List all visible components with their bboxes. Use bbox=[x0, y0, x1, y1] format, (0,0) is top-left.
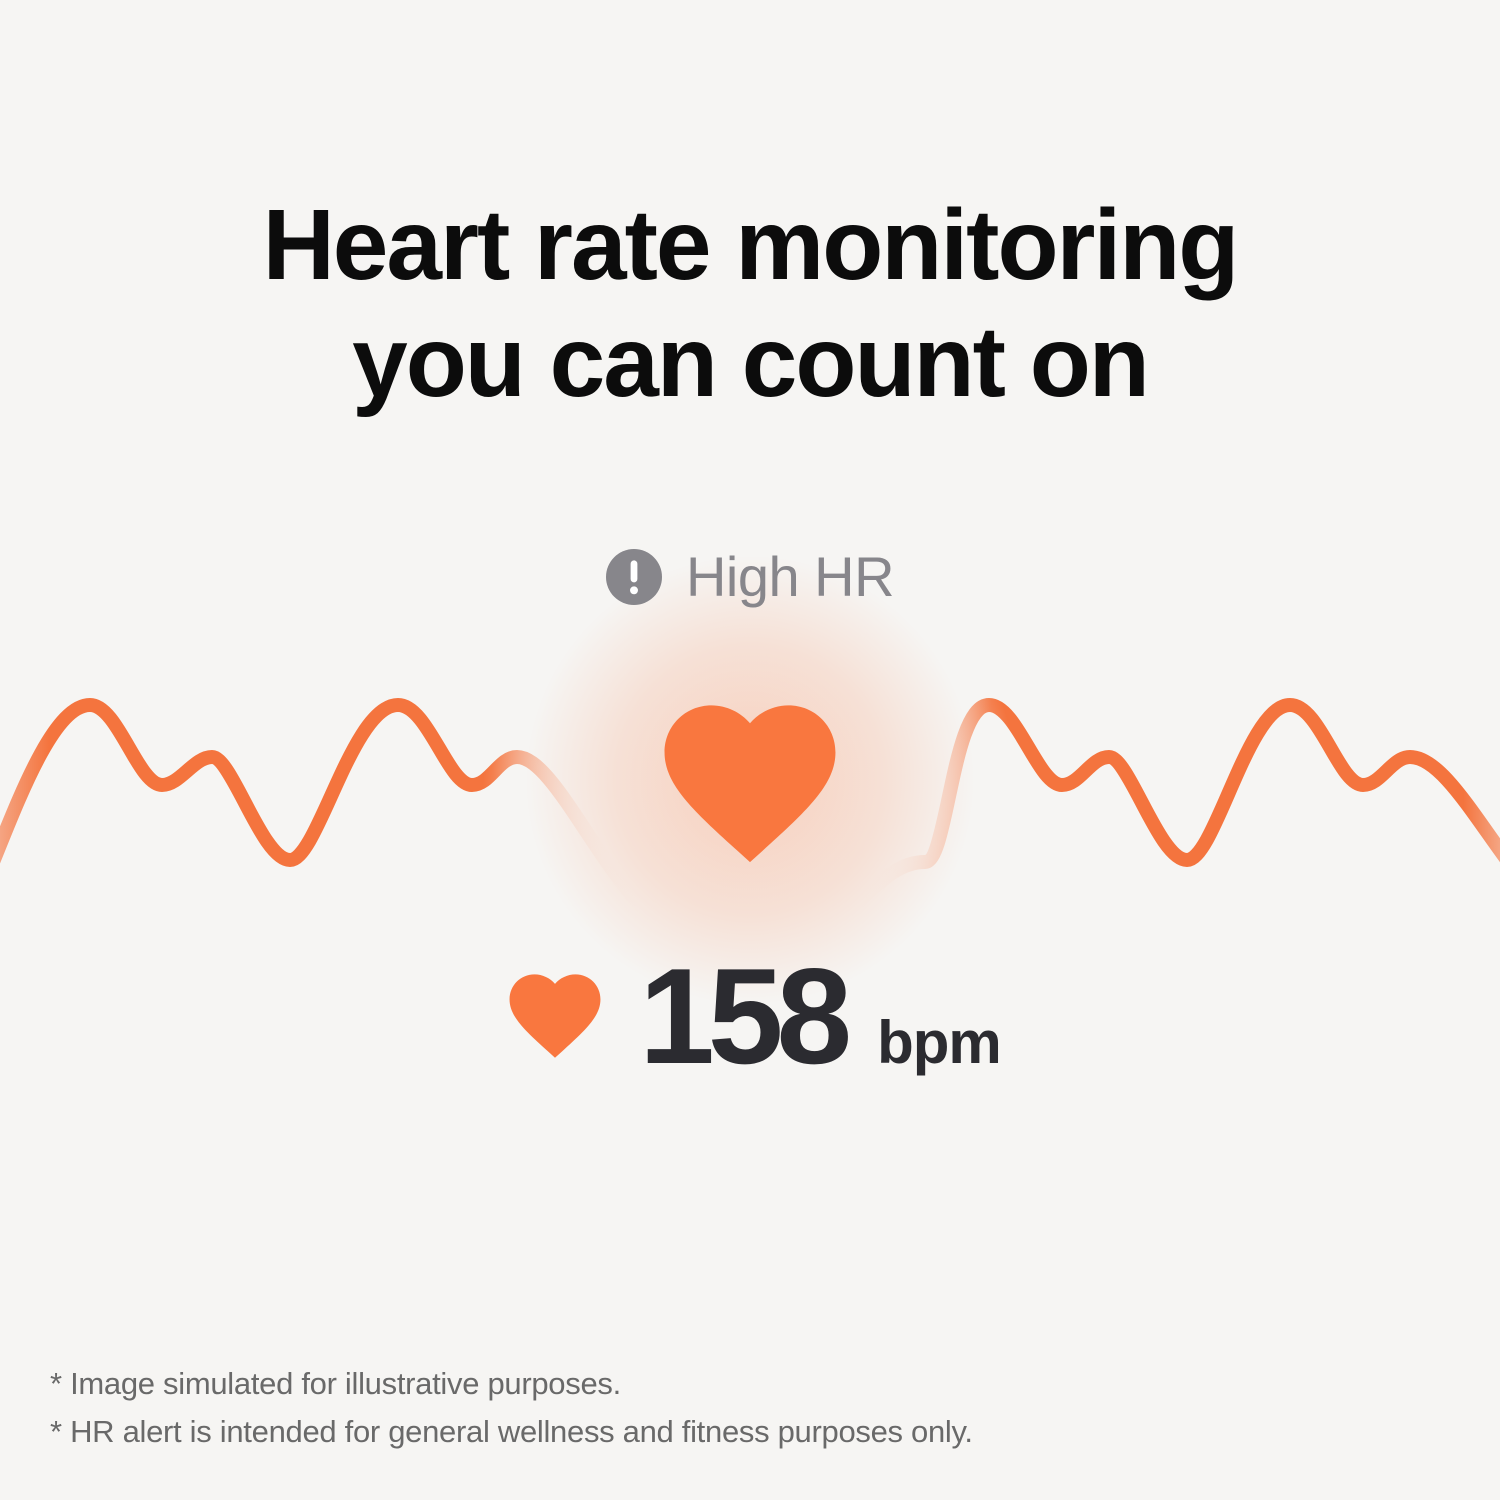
disclaimer-line: * Image simulated for illustrative purpo… bbox=[50, 1366, 621, 1401]
disclaimer-line: * HR alert is intended for general welln… bbox=[50, 1414, 973, 1449]
high-hr-alert: High HR bbox=[0, 544, 1500, 609]
title-line-1: Heart rate monitoring bbox=[262, 189, 1240, 301]
disclaimer-list: * Image simulated for illustrative purpo… bbox=[50, 1360, 973, 1456]
heart-rate-value: 158 bbox=[639, 940, 852, 1092]
exclamation-circle-icon bbox=[605, 548, 662, 605]
heart-icon-large bbox=[664, 705, 836, 863]
heart-rate-unit: bpm bbox=[877, 1009, 1002, 1076]
title-line-2: you can count on bbox=[352, 306, 1150, 418]
heart-icon-small bbox=[509, 974, 601, 1058]
alert-label: High HR bbox=[685, 545, 895, 608]
page-title: Heart rate monitoring you can count on bbox=[0, 187, 1500, 421]
heart-rate-reading: 158 bpm bbox=[0, 948, 1500, 1084]
